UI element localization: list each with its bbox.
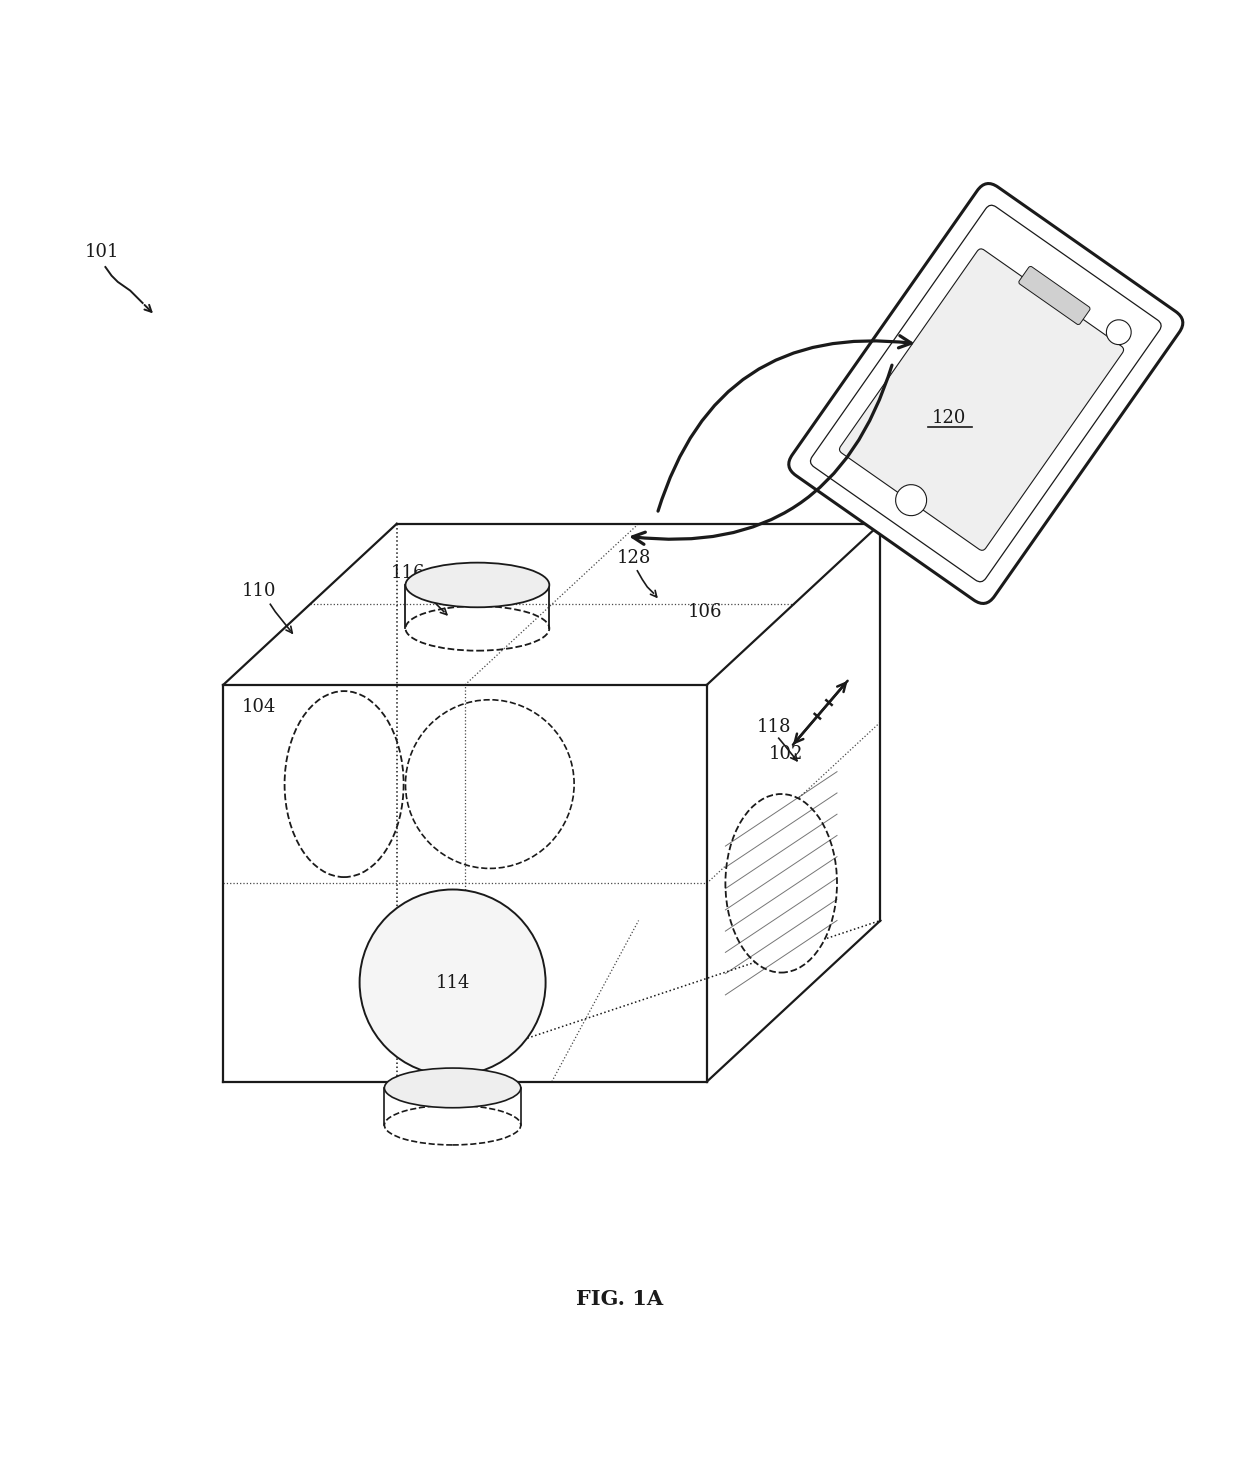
Text: 101: 101: [84, 242, 119, 261]
Text: 120: 120: [931, 410, 966, 427]
Text: 104: 104: [242, 698, 277, 717]
Text: 114: 114: [435, 974, 470, 992]
Text: 128: 128: [616, 549, 651, 567]
FancyBboxPatch shape: [789, 184, 1183, 604]
Ellipse shape: [384, 1068, 521, 1108]
Text: FIG. 1A: FIG. 1A: [577, 1288, 663, 1309]
Ellipse shape: [405, 563, 549, 607]
Text: 118: 118: [756, 718, 791, 736]
Text: 102: 102: [769, 745, 804, 764]
Text: 106: 106: [688, 602, 723, 621]
Text: 116: 116: [391, 564, 425, 582]
FancyBboxPatch shape: [839, 248, 1123, 551]
Ellipse shape: [895, 485, 926, 516]
Ellipse shape: [360, 890, 546, 1075]
FancyBboxPatch shape: [1019, 266, 1090, 325]
Text: 110: 110: [242, 582, 277, 599]
Ellipse shape: [1106, 320, 1131, 345]
Ellipse shape: [725, 795, 837, 972]
